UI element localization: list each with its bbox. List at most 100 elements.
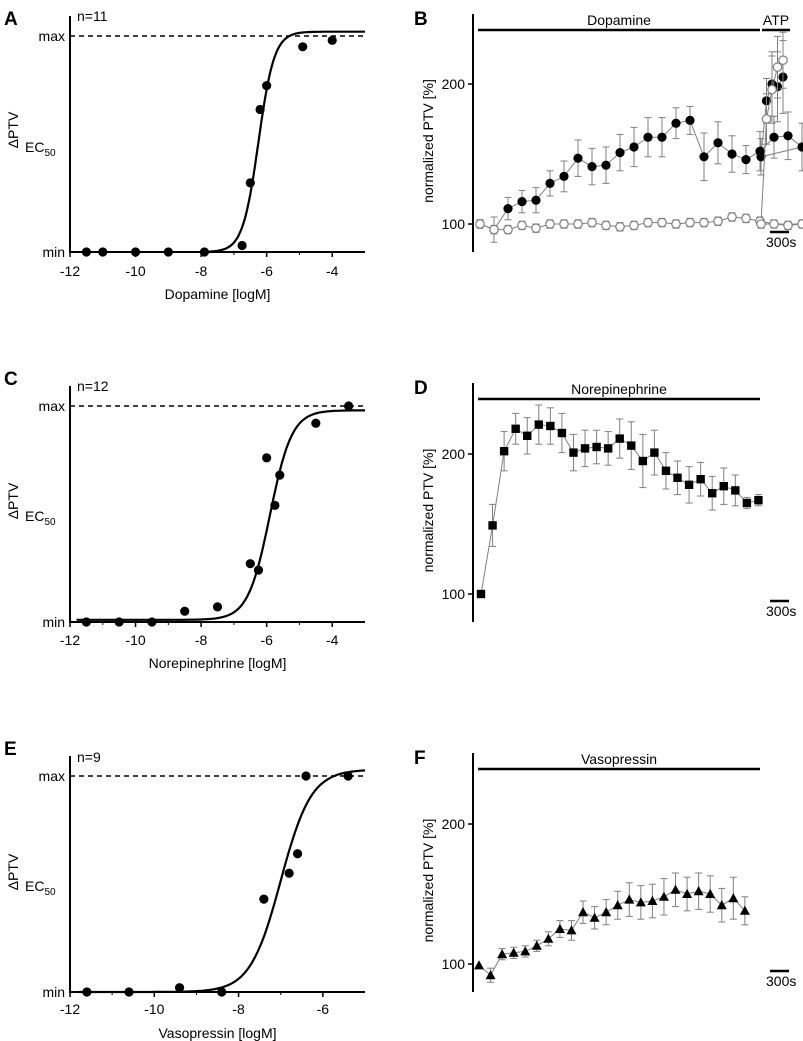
data-point (624, 894, 635, 904)
data-point (237, 240, 247, 251)
panel-letter: B (414, 9, 428, 30)
data-point (627, 441, 636, 450)
x-tick-label: -4 (326, 632, 339, 648)
data-point (635, 897, 646, 907)
data-point (716, 900, 727, 910)
data-point (587, 162, 597, 172)
data-point (741, 213, 751, 224)
data-point (754, 496, 763, 505)
data-point (728, 893, 739, 903)
data-point (503, 224, 513, 235)
fit-curve (201, 30, 365, 253)
data-point (344, 401, 354, 411)
data-point (797, 142, 803, 152)
open-marker (503, 224, 513, 235)
time-scale-label: 300s (766, 234, 796, 250)
x-tick-label: -10 (125, 632, 145, 648)
data-point (557, 428, 567, 438)
y-tick-label-max: max (39, 398, 65, 414)
data-point (534, 420, 543, 429)
x-tick-label: -8 (195, 632, 208, 648)
data-point (284, 868, 294, 878)
open-marker (671, 219, 681, 229)
data-point (163, 247, 173, 257)
data-point (589, 912, 600, 922)
data-point (657, 132, 667, 142)
data-point (696, 475, 705, 484)
x-tick-label: -10 (144, 1001, 164, 1017)
data-point (685, 217, 695, 228)
data-point (772, 62, 783, 72)
data-point (612, 900, 623, 910)
data-point (124, 987, 134, 997)
data-point (658, 891, 669, 901)
data-point (783, 220, 793, 231)
x-axis-label: Vasopressin [logM] (158, 1025, 276, 1041)
data-point (661, 466, 671, 475)
y-axis-label: normalized PTV [%] (420, 79, 436, 203)
data-point (531, 940, 542, 950)
data-point (292, 849, 303, 859)
data-point (638, 456, 648, 466)
open-marker (531, 223, 541, 233)
open-marker (756, 219, 766, 229)
data-point (82, 987, 92, 997)
data-point (81, 617, 91, 627)
n-label: n=11 (77, 8, 108, 24)
data-point (508, 947, 519, 957)
data-point (739, 905, 750, 915)
x-axis-label: Dopamine [logM] (165, 286, 271, 302)
panel-letter: C (4, 369, 18, 390)
x-tick-label: -12 (60, 1001, 80, 1017)
data-point (180, 606, 190, 616)
data-point (474, 960, 484, 970)
panel-letter: A (4, 9, 18, 30)
open-marker (769, 219, 779, 229)
data-point (531, 223, 541, 233)
ec50-subscript: 50 (44, 887, 56, 898)
series-norepinephrine (476, 404, 763, 599)
data-point (629, 142, 639, 152)
open-marker (517, 220, 527, 231)
data-point (647, 895, 658, 905)
treatment-bar-label: Vasopressin (581, 751, 657, 767)
data-point (778, 55, 788, 65)
data-point (499, 447, 509, 456)
data-point (245, 178, 255, 188)
y-tick-label-min: min (42, 244, 65, 260)
data-point (217, 987, 227, 997)
data-point (262, 453, 272, 463)
panel-letter: F (414, 748, 426, 769)
open-marker (559, 219, 569, 229)
data-point (174, 983, 185, 993)
data-point (497, 949, 508, 959)
data-point (569, 448, 578, 457)
data-point (475, 219, 485, 229)
data-point (693, 886, 704, 896)
panel-letter: E (4, 739, 17, 760)
data-point (708, 489, 717, 498)
y-tick-label-max: max (39, 28, 65, 44)
ec50-label: EC50 (25, 878, 56, 898)
series-line (479, 76, 803, 231)
data-point (671, 219, 681, 229)
data-point (114, 617, 124, 627)
x-tick-label: -12 (60, 632, 80, 648)
x-tick-label: -8 (195, 263, 208, 279)
data-point (488, 521, 497, 530)
y-tick-label-max: max (39, 768, 65, 784)
data-point (199, 247, 209, 257)
open-marker (475, 219, 485, 229)
data-point (756, 152, 766, 162)
data-point (301, 771, 311, 781)
data-point (761, 114, 772, 124)
open-marker (545, 219, 555, 229)
y-tick-label: 100 (442, 586, 466, 602)
y-tick-label: 200 (442, 76, 466, 92)
data-point (259, 894, 269, 904)
open-marker (783, 220, 793, 231)
